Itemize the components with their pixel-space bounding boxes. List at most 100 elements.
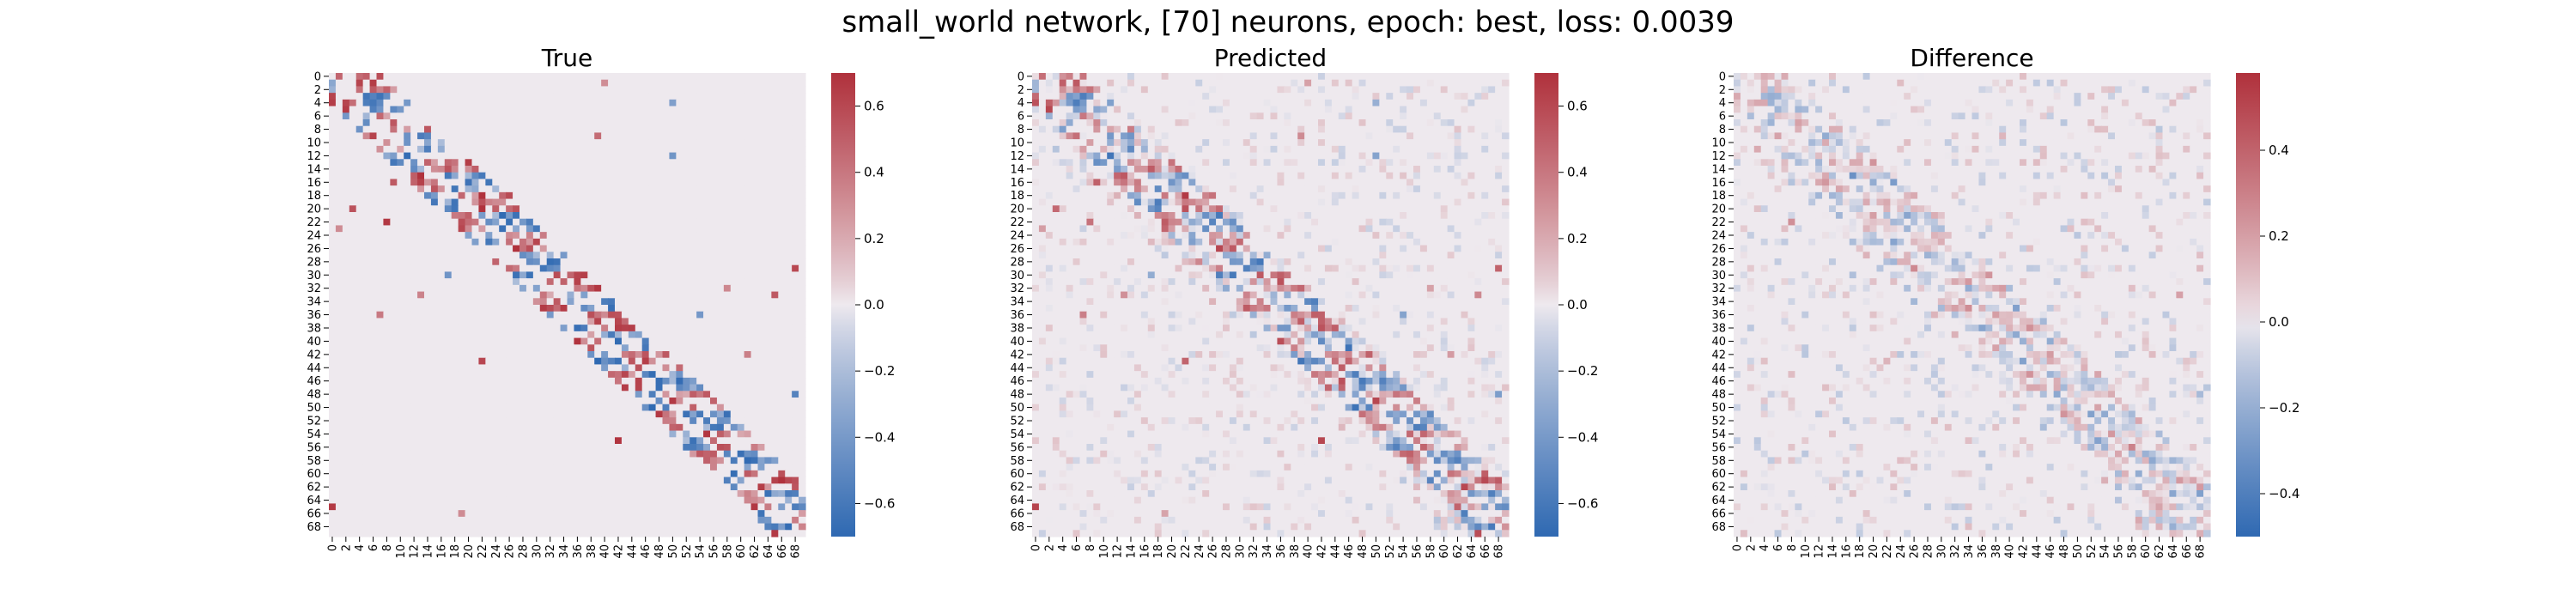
heatmap-cell — [683, 86, 690, 94]
heatmap-cell — [669, 437, 677, 445]
heatmap-cell — [730, 483, 738, 491]
heatmap-cell — [655, 325, 664, 332]
y-tick-label: 2 — [314, 84, 321, 97]
heatmap-cell — [397, 245, 404, 252]
heatmap-cell — [546, 437, 555, 445]
heatmap-cell — [621, 325, 629, 332]
heatmap-cell — [465, 477, 473, 484]
heatmap-cell — [730, 159, 738, 167]
heatmap-cell — [750, 252, 759, 259]
heatmap-cell — [662, 238, 671, 246]
heatmap-cell — [757, 152, 766, 160]
heatmap-cell — [757, 490, 766, 498]
heatmap-cell — [526, 119, 534, 127]
heatmap-cell — [771, 464, 779, 471]
heatmap-cell — [716, 79, 725, 88]
heatmap-cell — [376, 212, 385, 220]
heatmap-cell — [532, 384, 541, 392]
heatmap-cell — [771, 311, 779, 319]
heatmap-cell — [676, 470, 683, 478]
heatmap-cell — [710, 191, 718, 200]
heatmap-cell — [560, 172, 568, 180]
heatmap-cell — [329, 119, 337, 127]
heatmap-cell — [771, 305, 779, 313]
heatmap-cell — [349, 264, 357, 273]
heatmap-cell — [737, 510, 745, 518]
heatmap-cell — [771, 496, 779, 505]
heatmap-cell — [444, 166, 453, 173]
heatmap-cell — [383, 205, 391, 213]
heatmap-cell — [437, 503, 446, 511]
heatmap-cell — [553, 503, 562, 511]
heatmap-cell — [546, 278, 555, 286]
heatmap-cell — [648, 278, 657, 286]
heatmap-cell — [641, 271, 650, 279]
heatmap-cell — [792, 152, 799, 160]
heatmap-cell — [792, 284, 799, 293]
heatmap-cell — [383, 510, 391, 518]
heatmap-cell — [757, 331, 766, 339]
heatmap-cell — [716, 490, 725, 498]
heatmap-cell — [329, 410, 337, 418]
heatmap-cell — [723, 238, 732, 246]
heatmap-cell — [437, 410, 446, 418]
heatmap-cell — [621, 252, 629, 259]
heatmap-cell — [669, 152, 677, 160]
heatmap-cell — [744, 264, 752, 273]
heatmap-cell — [451, 73, 459, 81]
heatmap-cell — [546, 510, 555, 518]
heatmap-cell — [383, 73, 391, 81]
y-tick-label: 28 — [307, 256, 321, 269]
heatmap-cell — [750, 238, 759, 246]
heatmap-cell — [553, 252, 562, 259]
heatmap-cell — [430, 205, 439, 213]
heatmap-cell — [492, 205, 500, 213]
heatmap-cell — [792, 232, 799, 240]
heatmap-cell — [499, 371, 507, 379]
heatmap-cell — [744, 344, 752, 352]
heatmap-cell — [430, 470, 439, 478]
heatmap-cell — [580, 212, 588, 220]
heatmap-cell — [710, 417, 718, 425]
heatmap-cell — [362, 384, 371, 392]
heatmap-cell — [621, 225, 629, 233]
heatmap-cell — [376, 238, 385, 246]
heatmap-cell — [410, 371, 418, 379]
heatmap-cell — [355, 106, 364, 113]
heatmap-cell — [506, 106, 513, 113]
heatmap-cell — [451, 477, 459, 484]
heatmap-cell — [778, 119, 786, 127]
heatmap-cell — [635, 384, 643, 392]
heatmap-cell — [362, 185, 371, 193]
heatmap-cell — [397, 258, 404, 266]
heatmap-cell — [580, 284, 588, 293]
heatmap-cell — [785, 391, 793, 398]
heatmap-cell — [799, 483, 806, 491]
heatmap-cell — [615, 470, 623, 478]
heatmap-cell — [437, 384, 446, 392]
heatmap-cell — [362, 132, 371, 140]
heatmap-cell — [737, 232, 745, 240]
heatmap-cell — [458, 238, 466, 246]
heatmap-cell — [628, 205, 636, 213]
heatmap-cell — [737, 252, 745, 259]
heatmap-cell — [376, 483, 385, 491]
heatmap-cell — [471, 145, 480, 154]
heatmap-cell — [430, 238, 439, 246]
heatmap-cell — [730, 331, 738, 339]
heatmap-cell — [329, 351, 337, 359]
heatmap-cell — [404, 245, 411, 252]
heatmap-cell — [757, 245, 766, 252]
heatmap-cell — [329, 225, 337, 233]
heatmap-cell — [771, 218, 779, 227]
heatmap-cell — [744, 79, 752, 88]
heatmap-cell — [513, 159, 520, 167]
heatmap-cell — [750, 404, 759, 412]
heatmap-cell — [655, 159, 664, 167]
heatmap-cell — [410, 410, 418, 418]
heatmap-cell — [444, 318, 453, 325]
heatmap-cell — [744, 191, 752, 200]
heatmap-cell — [458, 284, 466, 293]
heatmap-cell — [608, 172, 616, 180]
heatmap-cell — [424, 139, 432, 147]
